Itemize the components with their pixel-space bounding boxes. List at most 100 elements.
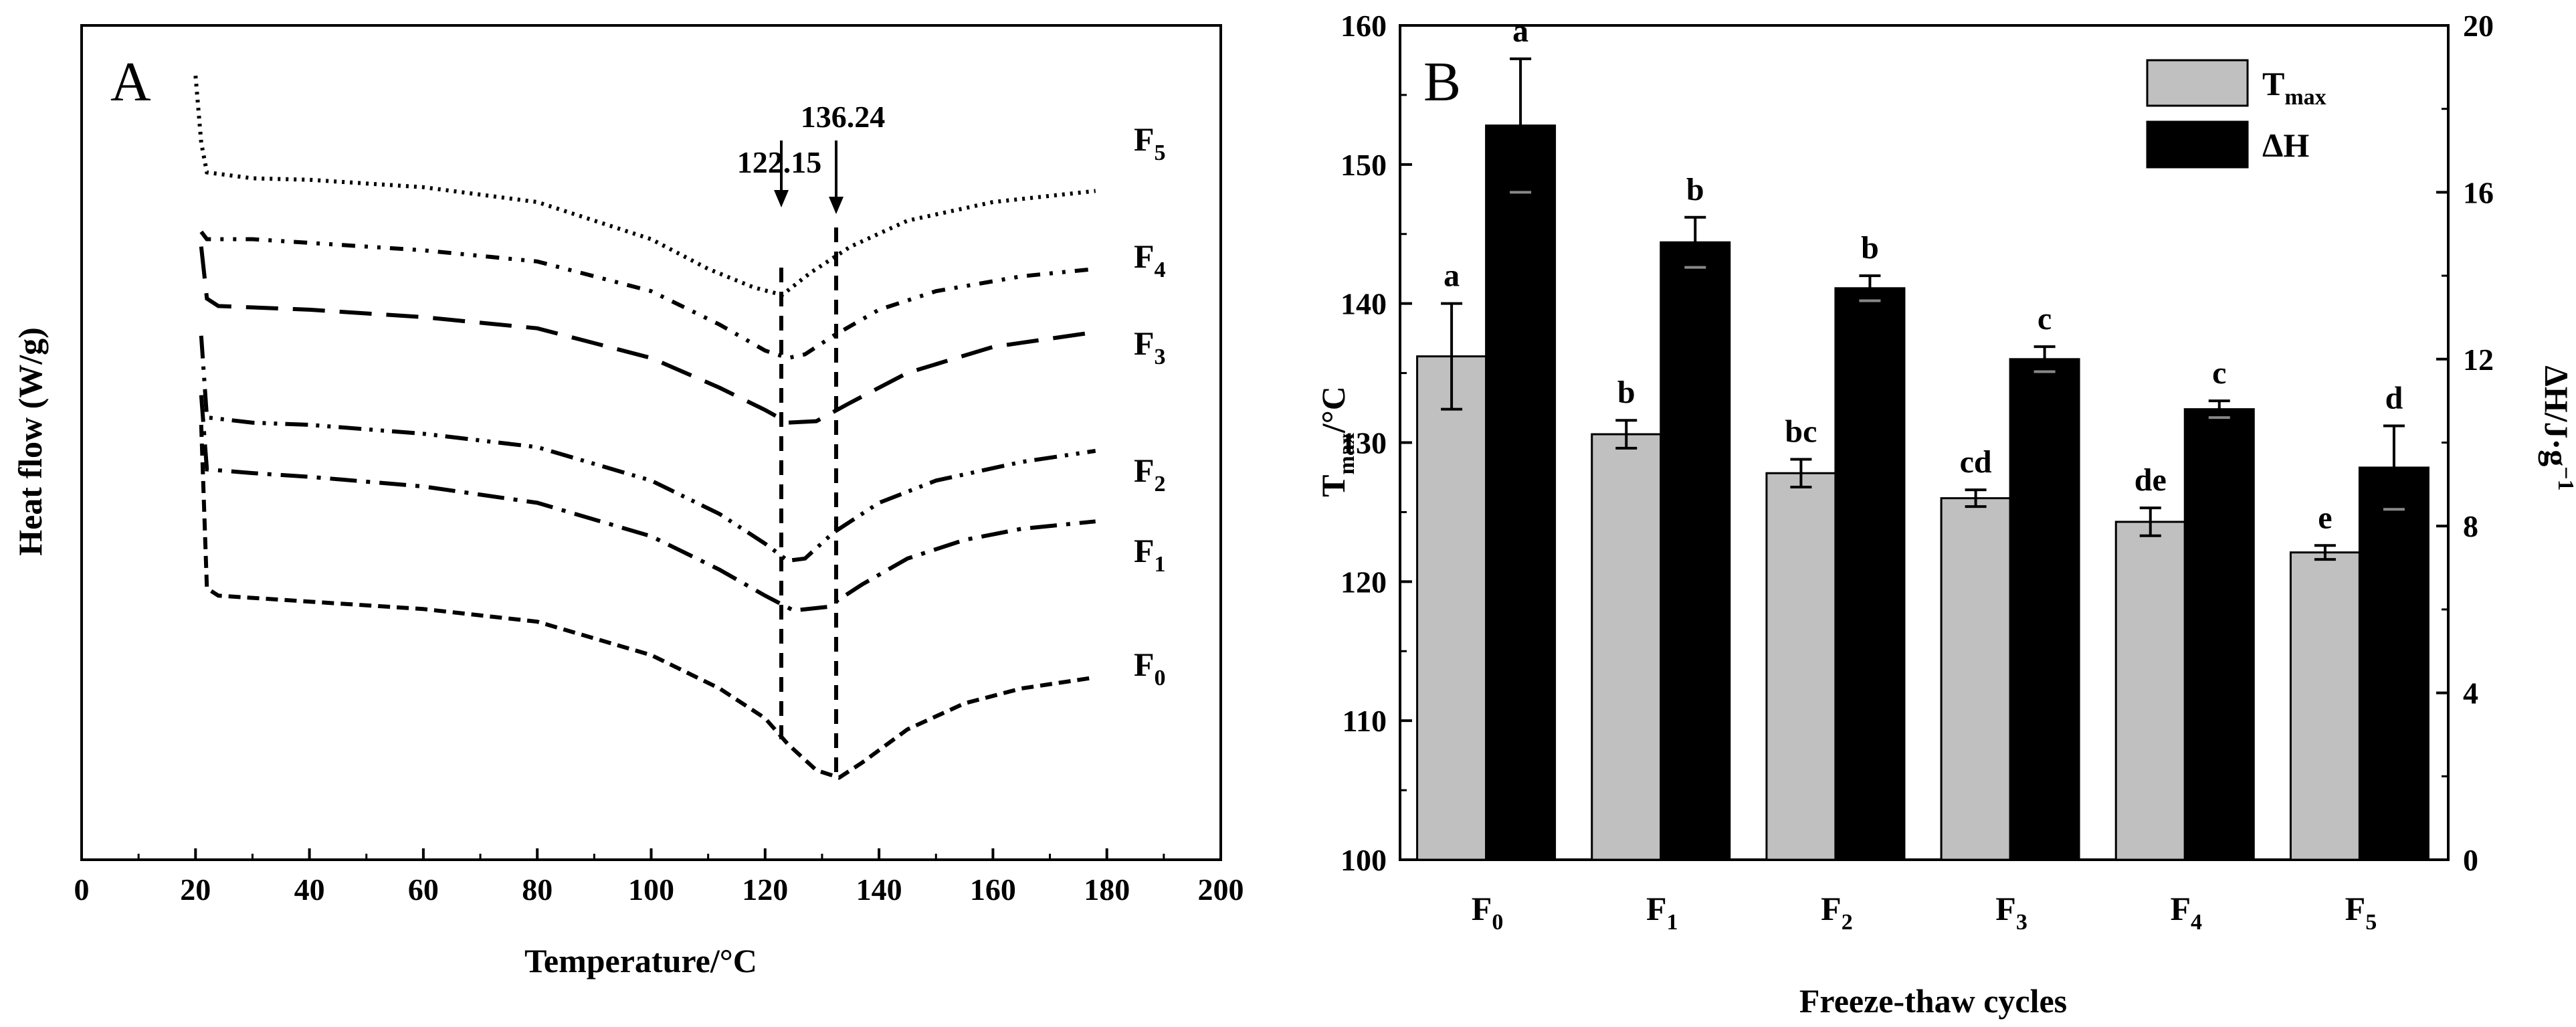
category-label-sub: 5 xyxy=(2365,910,2377,935)
left-y-axis-title-sub: max xyxy=(1334,433,1359,474)
right-y-tick-label: 20 xyxy=(2463,9,2494,43)
bar-delta-h xyxy=(1834,287,1906,861)
bar-tmax xyxy=(2114,521,2186,861)
x-tick-label: 80 xyxy=(522,872,553,907)
right-y-tick-label: 4 xyxy=(2463,676,2478,711)
panel-b-legend: Tmax ΔH xyxy=(2146,59,2326,169)
left-y-tick-label: 100 xyxy=(1341,843,1387,877)
x-tick-label: 0 xyxy=(74,872,90,907)
curve-f4 xyxy=(199,230,1096,361)
panel-a-x-axis-title: Temperature/°C xyxy=(524,942,757,979)
panel-b-left-y-axis: 100 110 120 130 140 150 160 xyxy=(1341,9,1412,877)
annotation-label: 122.15 xyxy=(737,145,822,179)
legend-label: ΔH xyxy=(2262,126,2309,164)
panel-a-x-axis: 0 20 40 60 80 100 120 140 160 180 200 xyxy=(74,848,1244,907)
legend-label: Tmax xyxy=(2262,65,2326,110)
panel-a-letter: A xyxy=(110,51,151,113)
legend-label-sub: max xyxy=(2284,85,2326,110)
left-y-axis-title-unit: /°C xyxy=(1314,386,1352,434)
category-label: F3 xyxy=(1995,890,2027,935)
category-label-sub: 0 xyxy=(1492,910,1503,935)
left-y-tick-label: 120 xyxy=(1341,565,1387,599)
curve-label: F1 xyxy=(1134,532,1166,577)
curve-label: F3 xyxy=(1134,324,1166,369)
curve-label-main: F xyxy=(1134,238,1155,275)
curve-label-sub: 0 xyxy=(1155,666,1166,690)
x-tick-label: 100 xyxy=(628,872,674,907)
curve-label-sub: 2 xyxy=(1155,472,1166,496)
left-y-tick-label: 110 xyxy=(1343,704,1387,738)
x-tick-label: 40 xyxy=(294,872,325,907)
curve-label: F2 xyxy=(1134,452,1166,496)
significance-letter: b xyxy=(1686,172,1704,207)
category-label: F2 xyxy=(1821,890,1853,935)
curve-f3 xyxy=(199,246,1096,425)
significance-letter: b xyxy=(1861,230,1879,266)
x-tick-label: 180 xyxy=(1084,872,1130,907)
left-y-tick-label: 140 xyxy=(1341,287,1387,321)
category-label: F4 xyxy=(2170,890,2202,935)
bar-delta-h xyxy=(2183,408,2255,861)
panel-b-x-axis-title: Freeze-thaw cycles xyxy=(1799,982,2067,1020)
x-tick-label: 200 xyxy=(1198,872,1244,907)
legend-swatch-delta-h xyxy=(2146,120,2249,169)
significance-letter: d xyxy=(2385,381,2403,416)
significance-letter: b xyxy=(1617,375,1636,410)
panel-b-x-axis: F0 F1 F2 F3 F4 F5 xyxy=(1472,849,2377,935)
right-y-tick-label: 12 xyxy=(2463,343,2494,377)
legend-label-main: T xyxy=(2262,65,2284,102)
significance-letter: a xyxy=(1512,13,1528,49)
left-y-axis-title-text: Tmax/°C xyxy=(1314,386,1359,497)
curve-f0 xyxy=(199,424,1096,780)
curve-label-sub: 5 xyxy=(1155,141,1166,165)
x-tick-label: 60 xyxy=(408,872,439,907)
bar-tmax xyxy=(2289,551,2361,861)
significance-letter: e xyxy=(2318,500,2332,535)
panel-b-left-y-axis-title: Tmax/°C xyxy=(1314,386,1359,497)
bar-tmax xyxy=(1765,472,1837,861)
panel-b-right-y-axis-title: ΔH/J·g−1 xyxy=(2538,365,2576,490)
bar-tmax xyxy=(1940,497,2011,861)
category-label-sub: 3 xyxy=(2016,910,2027,935)
category-label-main: F xyxy=(1995,890,2016,927)
panel-b-right-y-axis: 0 4 8 12 16 20 xyxy=(2436,9,2494,877)
category-label: F0 xyxy=(1472,890,1504,935)
curve-label: F4 xyxy=(1134,238,1166,282)
category-label-main: F xyxy=(2345,890,2366,927)
right-y-tick-label: 0 xyxy=(2463,843,2478,877)
curve-label-main: F xyxy=(1134,324,1155,362)
category-label: F5 xyxy=(2345,890,2377,935)
significance-letter: bc xyxy=(1785,413,1817,449)
curve-label-main: F xyxy=(1134,120,1155,158)
curve-label-sub: 4 xyxy=(1155,258,1166,282)
panel-b-letter: B xyxy=(1423,51,1461,113)
significance-letter: cd xyxy=(1960,444,1992,480)
x-tick-label: 160 xyxy=(970,872,1016,907)
curve-label-main: F xyxy=(1134,646,1155,683)
significance-letter: de xyxy=(2135,462,2167,498)
annotation-label: 136.24 xyxy=(801,100,886,134)
panel-a-annotations: 122.15 136.24 xyxy=(737,100,886,776)
right-y-tick-label: 16 xyxy=(2463,175,2494,209)
category-label-main: F xyxy=(2170,890,2191,927)
curve-f2 xyxy=(199,335,1096,563)
significance-letter: c xyxy=(2212,355,2226,391)
legend-swatch-tmax xyxy=(2146,59,2249,107)
annotation-arrow-head xyxy=(829,197,844,214)
significance-letter: c xyxy=(2038,301,2052,337)
x-tick-label: 120 xyxy=(742,872,788,907)
curve-label: F0 xyxy=(1134,646,1166,690)
curve-f1 xyxy=(199,395,1096,613)
curve-label-sub: 3 xyxy=(1155,345,1166,369)
category-label-sub: 2 xyxy=(1842,910,1853,935)
category-label-main: F xyxy=(1646,890,1667,927)
bar-delta-h xyxy=(2358,466,2430,861)
bar-tmax xyxy=(1416,355,1488,861)
panel-a-y-axis-title: Heat flow (W/g) xyxy=(11,327,49,556)
significance-letter: a xyxy=(1444,258,1460,294)
right-y-tick-label: 8 xyxy=(2463,509,2478,543)
right-y-axis-title-main: ΔH/J·g xyxy=(2538,365,2575,466)
category-label-sub: 4 xyxy=(2191,910,2202,935)
bar-delta-h xyxy=(1660,241,1731,861)
category-label-main: F xyxy=(1472,890,1492,927)
